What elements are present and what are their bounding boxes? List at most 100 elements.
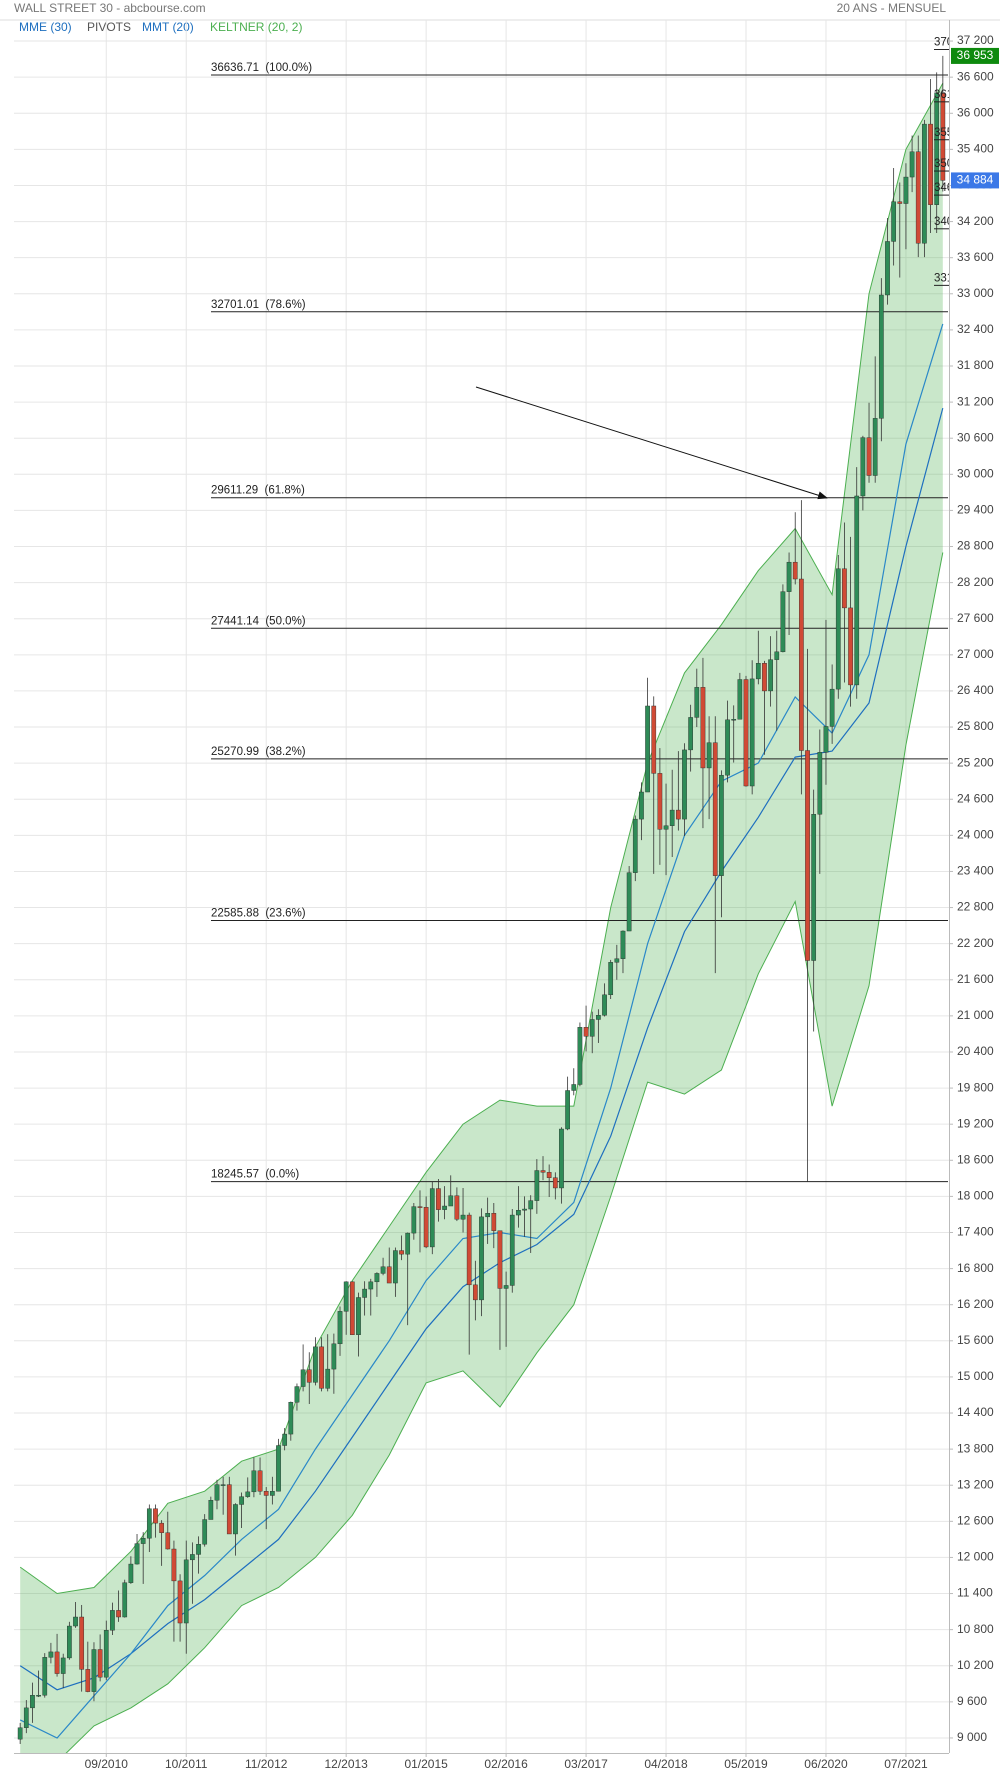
x-tick-label: 06/2020 (804, 1757, 848, 1771)
keltner-fill (20, 83, 943, 1753)
candle-body (915, 151, 921, 244)
candle-body (306, 1369, 312, 1383)
x-tick-label: 12/2013 (324, 1757, 368, 1771)
candle-body (903, 176, 909, 204)
candle-body (829, 688, 835, 727)
candle-body (48, 1651, 54, 1658)
y-tick-label: 19 200 (957, 1116, 994, 1130)
y-tick-label: 16 200 (957, 1297, 994, 1311)
candle-body (835, 568, 841, 690)
candle-body (153, 1508, 158, 1524)
price-badge (951, 47, 999, 64)
candle-body (374, 1273, 380, 1283)
pivot-label: 37060 (934, 37, 966, 49)
candle-body (380, 1266, 386, 1274)
fib-label: 32701.01 (78.6%) (211, 299, 306, 311)
y-tick-label: 10 200 (957, 1658, 994, 1672)
candle-body (429, 1188, 435, 1248)
candle-body (774, 651, 780, 660)
candle-body (103, 1630, 109, 1678)
candle-body (239, 1496, 244, 1505)
candle-body (780, 591, 786, 653)
y-tick-label: 25 800 (957, 719, 994, 733)
candle-body (639, 791, 644, 820)
candle-body (423, 1207, 429, 1248)
pivot-label: 35560 (934, 127, 966, 139)
y-tick-label: 21 600 (957, 972, 994, 986)
candle-body (356, 1297, 361, 1335)
candle-body (116, 1610, 121, 1618)
y-tick-label: 12 000 (957, 1550, 994, 1564)
x-tick-label: 10/2011 (165, 1757, 208, 1771)
y-tick-label: 13 200 (957, 1477, 994, 1491)
legend-mme[interactable]: MME (30) (19, 20, 72, 34)
legend-keltner[interactable]: KELTNER (20, 2) (210, 20, 302, 34)
candle-body (719, 774, 724, 876)
candle-body (657, 773, 663, 830)
candle-body (91, 1649, 97, 1692)
candle-body (805, 750, 810, 961)
candle-body (208, 1500, 214, 1520)
candle-body (36, 1695, 41, 1697)
candle-body (226, 1484, 232, 1535)
candle-body (799, 578, 804, 751)
candle-body (608, 962, 614, 996)
candle-body (313, 1346, 318, 1383)
candle-body (337, 1311, 343, 1345)
y-tick-label: 15 000 (957, 1369, 994, 1383)
candle-body (331, 1343, 337, 1370)
candle-body (897, 201, 903, 204)
y-tick-label: 12 600 (957, 1514, 994, 1528)
fib-label: 27441.14 (50.0%) (211, 615, 306, 627)
y-tick-label: 25 200 (957, 755, 994, 769)
candle-body (559, 1128, 564, 1189)
grid (14, 20, 949, 1753)
candle-body (214, 1484, 220, 1501)
candle-body (270, 1491, 275, 1496)
candle-body (23, 1707, 29, 1728)
candle-body (694, 687, 700, 718)
candle-body (202, 1519, 208, 1545)
candle-body (762, 663, 767, 692)
candle-body (196, 1543, 201, 1555)
candle-body (325, 1368, 331, 1389)
candle-body (140, 1537, 146, 1544)
candle-body (817, 752, 823, 815)
y-tick-label: 14 400 (957, 1405, 994, 1419)
candle-body (928, 123, 933, 205)
fib-label: 18245.57 (0.0%) (211, 1169, 299, 1181)
y-tick-label: 34 200 (957, 214, 994, 228)
y-tick-label: 35 400 (957, 142, 994, 156)
candle-body (276, 1445, 281, 1492)
pivot-label: 34080 (934, 216, 966, 228)
candle-body (257, 1470, 263, 1492)
pivot-label: 35040 (934, 158, 966, 170)
candle-body (177, 1580, 183, 1624)
candle-body (669, 809, 675, 826)
candle-body (675, 809, 681, 820)
candle-body (596, 1015, 601, 1020)
price-badge-label: 36 953 (957, 48, 994, 62)
candle-body (386, 1266, 392, 1284)
candle-body (282, 1433, 288, 1446)
candle-body (190, 1554, 195, 1561)
y-tick-label: 31 800 (957, 358, 994, 372)
y-tick-label: 17 400 (957, 1225, 994, 1239)
x-tick-label: 07/2021 (884, 1757, 928, 1771)
candle-body (73, 1616, 78, 1627)
candle-body (491, 1213, 497, 1231)
candle-body (165, 1532, 171, 1550)
candle-body (110, 1610, 115, 1631)
candle-body (577, 1027, 583, 1085)
legend-pivots[interactable]: PIVOTS (87, 20, 131, 34)
candle-body (583, 1027, 589, 1037)
y-tick-label: 31 200 (957, 394, 994, 408)
y-tick-label: 23 400 (957, 864, 994, 878)
candle-body (146, 1508, 152, 1539)
candle-body (620, 930, 626, 959)
candle-body (860, 437, 866, 497)
legend-mmt[interactable]: MMT (20) (142, 20, 194, 34)
y-tick-label: 27 000 (957, 647, 994, 661)
candle-body (294, 1386, 300, 1403)
y-tick-label: 10 800 (957, 1622, 994, 1636)
